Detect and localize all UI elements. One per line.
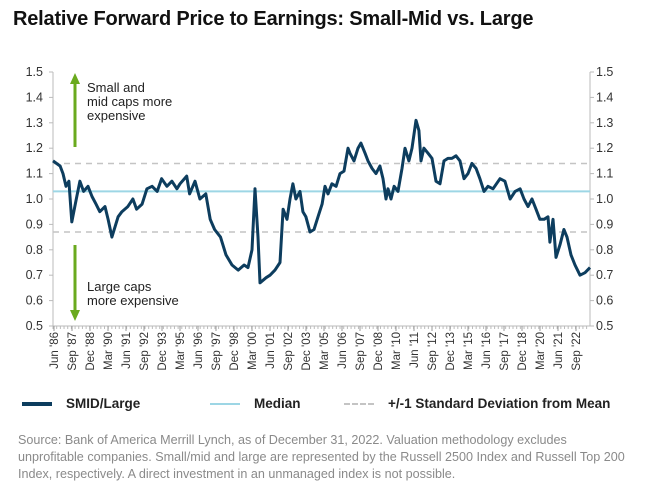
x-tick-label: Jun '01 [265, 332, 277, 369]
y-tick-label-right: 0.9 [596, 217, 613, 231]
x-tick-label: Dec '13 [445, 332, 457, 371]
x-tick-label: Dec '88 [85, 332, 97, 371]
annotation-up: Small and [87, 80, 145, 95]
y-tick-label-left: 1.3 [26, 116, 43, 130]
x-tick-label: Sep '87 [67, 332, 79, 371]
x-tick-label: Sep '17 [499, 332, 511, 371]
x-tick-label: Sep '07 [355, 332, 367, 371]
y-tick-label-left: 1.0 [26, 192, 43, 206]
legend-item-series: SMID/Large [22, 396, 140, 411]
x-tick-label: Jun '06 [337, 332, 349, 369]
y-tick-label-left: 0.7 [26, 268, 43, 282]
legend-label-series: SMID/Large [66, 396, 141, 411]
x-tick-label: Jun '86 [49, 332, 61, 369]
annotation-down: Large caps [87, 279, 152, 294]
y-tick-label-right: 0.8 [596, 243, 613, 257]
series-line-smid-large [52, 118, 592, 285]
legend-swatch-series [22, 401, 52, 406]
x-tick-label: Mar '15 [463, 332, 475, 370]
legend-item-median: Median [210, 396, 301, 411]
y-tick-label-right: 0.5 [596, 319, 613, 333]
legend-swatch-median [210, 402, 240, 405]
x-tick-label: Dec '93 [157, 332, 169, 371]
annotation-up: mid caps more [87, 94, 172, 109]
legend-label-stdev: +/-1 Standard Deviation from Mean [388, 396, 611, 411]
y-tick-label-right: 0.7 [596, 268, 613, 282]
y-tick-label-right: 1.2 [596, 141, 613, 155]
y-tick-label-left: 1.4 [26, 90, 43, 104]
x-tick-label: Mar '95 [175, 332, 187, 370]
x-tick-label: Dec '08 [373, 332, 385, 371]
source-note: Source: Bank of America Merrill Lynch, a… [18, 433, 625, 481]
y-tick-label-left: 1.5 [26, 65, 43, 79]
legend-swatch-stdev [344, 402, 374, 405]
y-tick-label-right: 1.3 [596, 116, 613, 130]
x-tick-label: Jun '21 [553, 332, 565, 369]
x-tick-label: Mar '00 [247, 332, 259, 370]
y-tick-label-right: 1.5 [596, 65, 613, 79]
x-tick-label: Sep '22 [571, 332, 583, 371]
x-tick-label: Mar '10 [391, 332, 403, 370]
x-tick-label: Dec '98 [229, 332, 241, 371]
x-tick-label: Dec '18 [517, 332, 529, 371]
x-tick-label: Mar '05 [319, 332, 331, 370]
x-tick-label: Sep '97 [211, 332, 223, 371]
y-tick-label-left: 1.2 [26, 141, 43, 155]
y-tick-label-left: 1.1 [26, 167, 43, 181]
y-tick-label-left: 0.9 [26, 217, 43, 231]
y-tick-label-right: 1.1 [596, 167, 613, 181]
y-tick-label-right: 1.0 [596, 192, 613, 206]
y-tick-label-left: 0.8 [26, 243, 43, 257]
x-tick-label: Jun '96 [193, 332, 205, 369]
x-tick-label: Sep '02 [283, 332, 295, 371]
legend-label-median: Median [254, 396, 301, 411]
x-tick-label: Dec '03 [301, 332, 313, 371]
arrow-down-head-icon [70, 310, 80, 321]
chart: 0.5 0.5 0.6 0.6 0.7 0.7 0.8 0.8 0.9 0.9 1.0 1.0 1.1 1… [26, 65, 614, 371]
x-tick-label: Jun '11 [409, 332, 421, 368]
y-tick-label-left: 0.5 [26, 319, 43, 333]
x-tick-label: Mar '20 [535, 332, 547, 370]
x-tick-label: Jun '91 [121, 332, 133, 369]
annotation-up: expensive [87, 108, 146, 123]
y-tick-label-left: 0.6 [26, 294, 43, 308]
annotation-down: more expensive [87, 293, 179, 308]
legend: SMID/Large Median +/-1 Standard Deviatio… [22, 394, 642, 416]
y-tick-label-right: 1.4 [596, 90, 613, 104]
x-tick-label: Sep '12 [427, 332, 439, 371]
legend-item-stdev: +/-1 Standard Deviation from Mean [344, 396, 610, 411]
x-tick-label: Sep '92 [139, 332, 151, 371]
arrow-up-head-icon [70, 73, 80, 84]
x-tick-label: Jun '16 [481, 332, 493, 369]
chart-title: Relative Forward Price to Earnings: Smal… [13, 8, 534, 30]
y-tick-label-right: 0.6 [596, 294, 613, 308]
x-tick-label: Mar '90 [103, 332, 115, 370]
